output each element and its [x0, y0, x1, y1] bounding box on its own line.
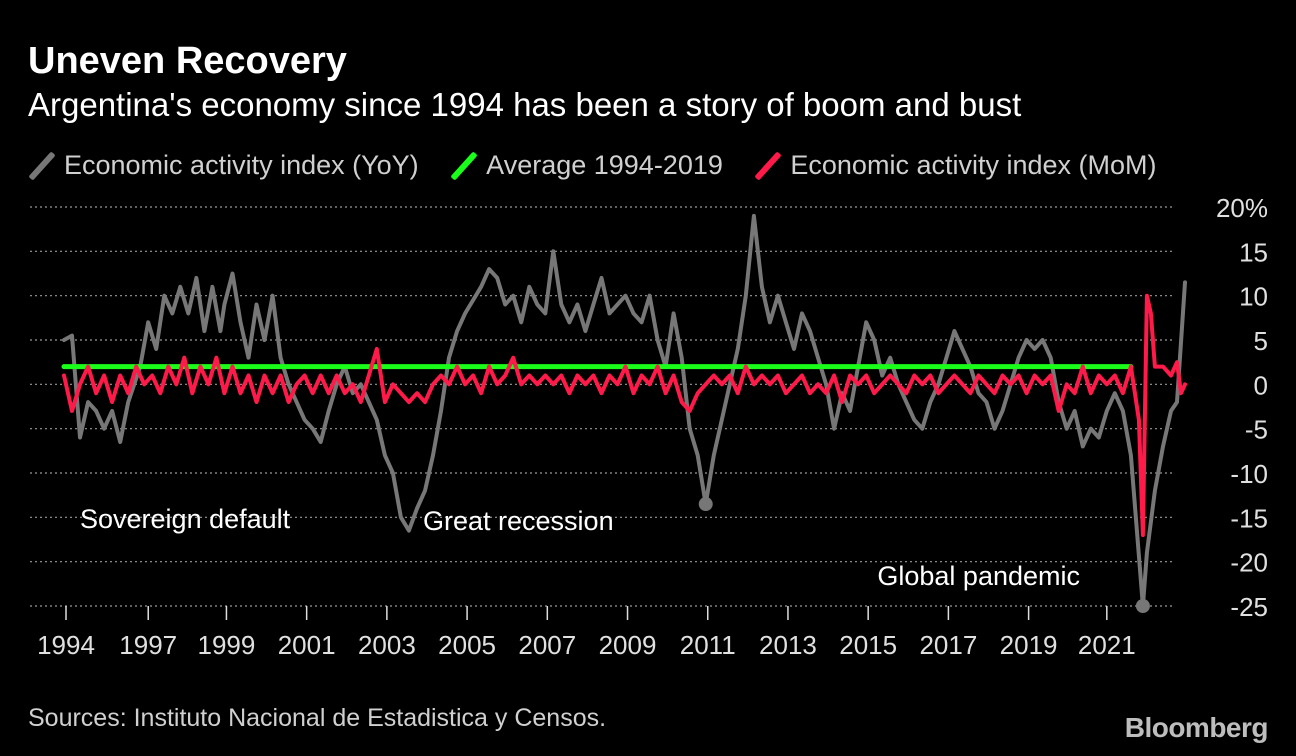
legend-item-average: Average 1994-2019 — [450, 150, 723, 181]
source-note: Sources: Instituto Nacional de Estadisti… — [28, 704, 607, 732]
annotation-marker — [1135, 599, 1150, 613]
chart-subtitle: Argentina's economy since 1994 has been … — [28, 86, 1022, 123]
x-tick-label: 2007 — [518, 630, 576, 660]
series-line-yoy — [62, 213, 1187, 608]
annotation-label: Sovereign default — [80, 504, 291, 534]
x-tick-label: 2017 — [919, 630, 977, 660]
x-tick-label: 2005 — [438, 630, 496, 660]
chart-title: Uneven Recovery — [28, 40, 347, 82]
x-tick-label: 1994 — [37, 630, 95, 660]
legend-item-yoy: Economic activity index (YoY) — [28, 150, 419, 181]
annotation-label: Great recession — [423, 506, 614, 536]
x-tick-label: 2015 — [839, 630, 897, 660]
y-tick-label: 15 — [1239, 237, 1268, 267]
annotation-label: Global pandemic — [877, 561, 1080, 591]
y-tick-label: 0 — [1254, 370, 1268, 400]
y-tick-label: 10 — [1239, 282, 1268, 312]
chart-legend: Economic activity index (YoY) Average 19… — [28, 150, 1181, 188]
y-tick-label: -20 — [1230, 548, 1268, 578]
y-tick-label: -5 — [1245, 415, 1268, 445]
x-tick-label: 2021 — [1078, 630, 1136, 660]
x-tick-label: 2003 — [358, 630, 416, 660]
legend-label-yoy: Economic activity index (YoY) — [64, 150, 419, 180]
legend-item-mom: Economic activity index (MoM) — [754, 150, 1156, 181]
y-tick-label: -10 — [1230, 459, 1268, 489]
legend-label-average: Average 1994-2019 — [486, 150, 723, 180]
x-tick-label: 2001 — [278, 630, 336, 660]
legend-label-mom: Economic activity index (MoM) — [790, 150, 1157, 180]
bloomberg-logo: Bloomberg — [1124, 712, 1269, 743]
x-tick-label: 2011 — [680, 630, 736, 660]
x-tick-label: 2009 — [599, 630, 657, 660]
y-tick-label: 5 — [1254, 326, 1268, 356]
x-tick-label: 2013 — [759, 630, 817, 660]
x-tick-label: 1999 — [198, 630, 256, 660]
annotation-marker — [698, 497, 713, 512]
y-tick-label: -15 — [1230, 503, 1268, 533]
x-tick-label: 2019 — [1000, 630, 1058, 660]
y-tick-label: 20% — [1216, 193, 1268, 223]
x-tick-label: 1997 — [119, 630, 177, 660]
y-tick-label: -25 — [1230, 592, 1268, 622]
series-line-mom — [62, 293, 1187, 538]
